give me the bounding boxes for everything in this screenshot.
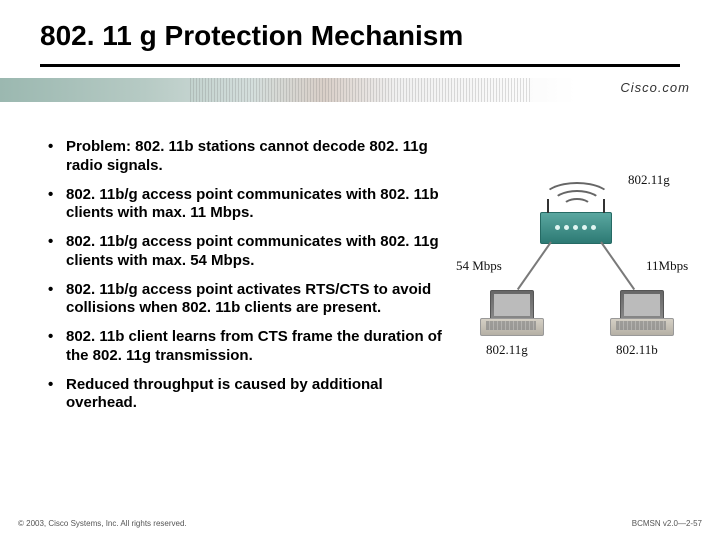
led-icon bbox=[591, 225, 596, 230]
client-label-left: 802.11g bbox=[486, 342, 528, 358]
footer-slide-number: BCMSN v2.0—2-57 bbox=[632, 519, 702, 528]
laptop-icon bbox=[480, 290, 542, 336]
led-icon bbox=[555, 225, 560, 230]
ap-label: 802.11g bbox=[628, 172, 670, 188]
laptop-icon bbox=[610, 290, 672, 336]
list-item: 802. 11b client learns from CTS frame th… bbox=[48, 328, 448, 366]
list-item: 802. 11b/g access point communicates wit… bbox=[48, 186, 448, 224]
network-diagram: 802.11g 54 Mbps 11Mbps 802.11g 802.11b bbox=[460, 160, 710, 380]
list-item: Reduced throughput is caused by addition… bbox=[48, 376, 448, 414]
bullet-list: Problem: 802. 11b stations cannot decode… bbox=[48, 138, 448, 423]
page-title: 802. 11 g Protection Mechanism bbox=[40, 20, 463, 52]
connection-line bbox=[600, 241, 635, 290]
antenna-icon bbox=[547, 199, 549, 213]
list-item: 802. 11b/g access point activates RTS/CT… bbox=[48, 281, 448, 319]
antenna-icon bbox=[603, 199, 605, 213]
led-icon bbox=[582, 225, 587, 230]
rate-label-right: 11Mbps bbox=[646, 258, 688, 274]
footer-copyright: © 2003, Cisco Systems, Inc. All rights r… bbox=[18, 519, 187, 528]
cisco-brand-text: Cisco.com bbox=[620, 80, 690, 95]
client-label-right: 802.11b bbox=[616, 342, 658, 358]
title-underline bbox=[40, 64, 680, 67]
connection-line bbox=[517, 241, 552, 290]
rate-label-left: 54 Mbps bbox=[456, 258, 502, 274]
access-point-icon bbox=[540, 212, 612, 244]
list-item: Problem: 802. 11b stations cannot decode… bbox=[48, 138, 448, 176]
led-icon bbox=[564, 225, 569, 230]
header-stripes bbox=[190, 78, 530, 102]
list-item: 802. 11b/g access point communicates wit… bbox=[48, 233, 448, 271]
led-icon bbox=[573, 225, 578, 230]
